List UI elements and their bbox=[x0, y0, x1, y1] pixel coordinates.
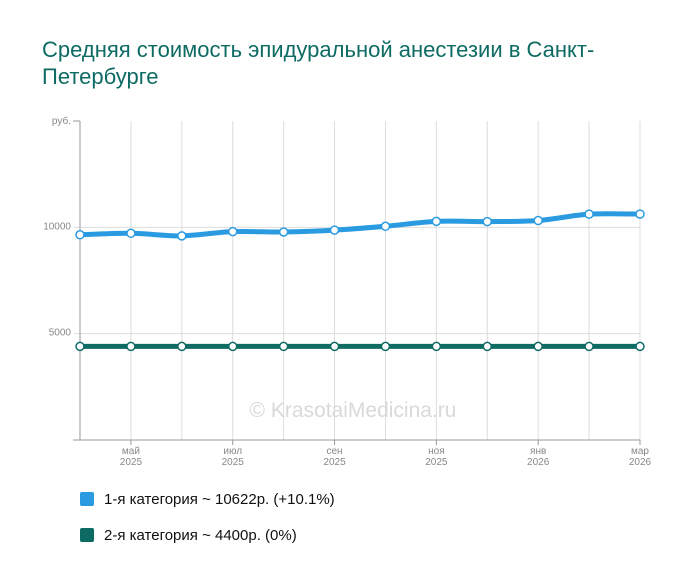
series-2-point bbox=[227, 341, 238, 352]
series-1-point bbox=[431, 216, 442, 227]
legend: 1-я категория ~ 10622р. (+10.1%) 2-я кат… bbox=[80, 488, 335, 560]
legend-swatch-series-2 bbox=[80, 528, 94, 542]
watermark-text: © KrasotaiMedicina.ru bbox=[250, 399, 457, 422]
series-2-point bbox=[380, 341, 391, 352]
legend-swatch-series-1 bbox=[80, 492, 94, 506]
chart-title: Средняя стоимость эпидуральной анестезии… bbox=[42, 37, 595, 89]
x-tick-label-month: сен bbox=[326, 446, 342, 457]
series-1-point bbox=[126, 228, 136, 239]
series-line-1 bbox=[77, 211, 643, 239]
series-layer bbox=[75, 209, 645, 352]
series-1-point bbox=[75, 230, 85, 240]
series-1-point bbox=[482, 216, 493, 227]
legend-label-series-2: 2-я категория ~ 4400р. (0%) bbox=[104, 526, 297, 544]
legend-item-series-1[interactable]: 1-я категория ~ 10622р. (+10.1%) bbox=[80, 488, 335, 510]
series-1-point bbox=[533, 215, 543, 226]
x-tick-label-year: 2026 bbox=[527, 457, 550, 468]
series-2-point bbox=[75, 341, 85, 352]
series-1-point bbox=[584, 209, 594, 219]
x-tick-label-month: май bbox=[122, 446, 140, 457]
series-2-point bbox=[431, 341, 442, 352]
series-2-point bbox=[177, 341, 187, 352]
series-2-point bbox=[635, 341, 645, 352]
x-tick-label-month: июл bbox=[223, 446, 242, 457]
x-tick-label-year: 2025 bbox=[425, 457, 448, 468]
axis-layer: 100005000руб.май2025июл2025сен2025ноя202… bbox=[43, 115, 651, 468]
x-tick-label-year: 2025 bbox=[323, 457, 346, 468]
grid-layer bbox=[74, 121, 641, 440]
y-axis-unit-label: руб. bbox=[52, 115, 71, 127]
x-tick-label-month: мар bbox=[631, 446, 649, 457]
series-2-point bbox=[482, 341, 493, 352]
y-tick-label: 5000 bbox=[49, 328, 72, 339]
series-2-point bbox=[126, 341, 136, 352]
series-1-point bbox=[380, 221, 391, 232]
series-1-point bbox=[227, 226, 238, 237]
x-tick-label-year: 2026 bbox=[629, 457, 652, 468]
series-1-point bbox=[635, 209, 645, 219]
series-1-point bbox=[329, 225, 340, 235]
legend-label-series-1: 1-я категория ~ 10622р. (+10.1%) bbox=[104, 490, 335, 508]
series-2-point bbox=[329, 341, 340, 352]
x-tick-label-month: янв bbox=[530, 446, 546, 457]
series-2-point bbox=[278, 341, 289, 352]
x-tick-label-year: 2025 bbox=[120, 457, 143, 468]
x-tick-label-month: ноя bbox=[428, 446, 445, 457]
series-1-point bbox=[278, 227, 289, 237]
series-2-point bbox=[584, 341, 594, 352]
y-tick-label: 10000 bbox=[43, 221, 71, 232]
x-tick-label-year: 2025 bbox=[222, 457, 245, 468]
series-2-point bbox=[533, 341, 543, 352]
legend-item-series-2[interactable]: 2-я категория ~ 4400р. (0%) bbox=[80, 524, 335, 546]
series-1-point bbox=[177, 231, 187, 241]
